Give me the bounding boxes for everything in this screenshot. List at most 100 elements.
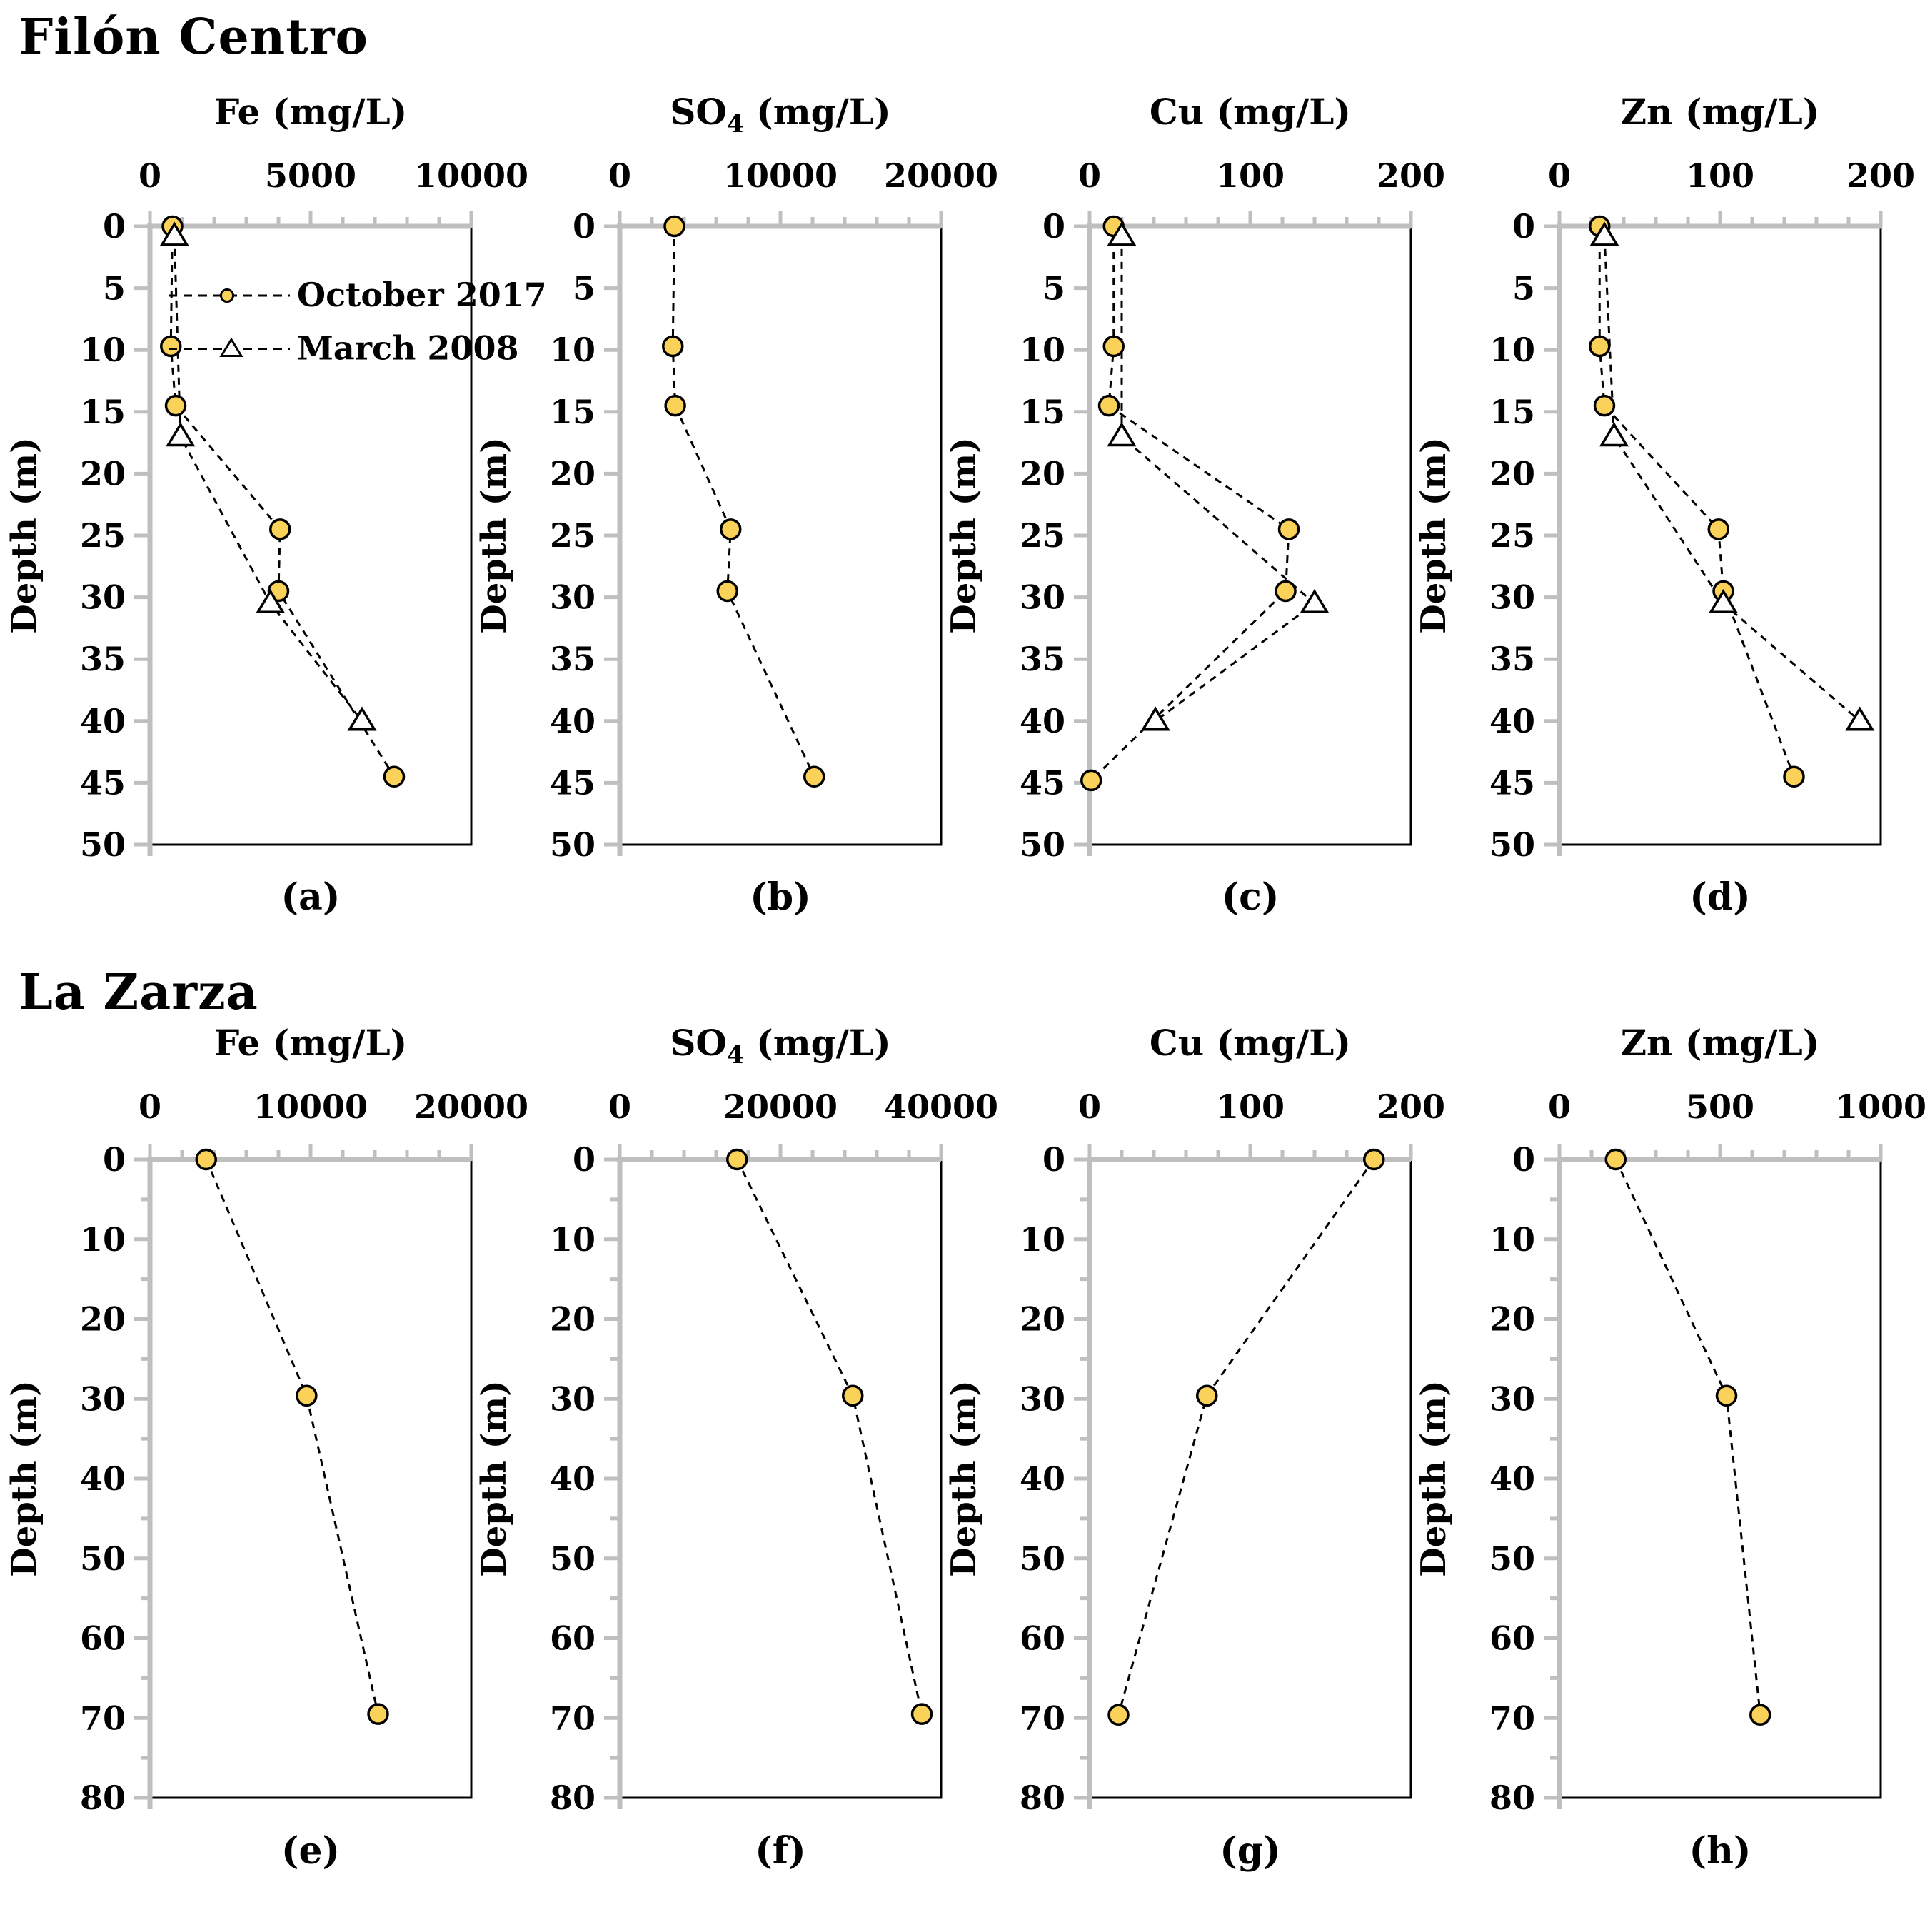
x-axis-title: Cu (mg/L) [1150,1022,1351,1064]
y-axis-title: Depth (m) [944,437,984,634]
y-tick-label: 80 [550,1778,595,1817]
section-title-la-zarza: La Zarza [19,964,258,1021]
y-tick-label: 50 [1020,825,1065,864]
x-tick-label: 40000 [884,1087,998,1126]
y-tick-label: 0 [1512,207,1535,246]
y-tick-label: 10 [80,1220,126,1259]
y-tick-label: 10 [550,1220,595,1259]
y-tick-label: 40 [1020,1459,1065,1498]
caption: (h) [1689,1829,1751,1873]
y-axis-title: Depth (m) [944,1380,984,1577]
y-tick-label: 5 [103,269,126,308]
caption: (f) [755,1829,806,1873]
data-point-circle [1277,518,1300,540]
x-axis-title: Zn (mg/L) [1621,91,1820,133]
y-axis: 0 10 20 30 40 50 60 70 80 [1020,1140,1092,1817]
chart-b: 0 10000 20000 0 5 10 15 20 25 30 35 40 45 50 SO4 (mg/L… [474,91,998,919]
y-tick-label: 25 [1489,516,1535,555]
y-tick-label: 15 [550,393,595,431]
y-tick-label: 30 [80,578,126,617]
x-axis: 0 500 1000 [1548,1087,1925,1162]
y-axis-title: Depth (m) [4,437,44,634]
chart-g: 0 100 200 0 10 20 30 40 50 60 70 80 Cu (mg/L) (g) Dept… [944,1022,1445,1873]
x-tick-label: 0 [139,156,161,195]
data-point-circle [803,765,825,788]
x-tick-label: 100 [1216,156,1285,195]
y-tick-label: 0 [573,1140,595,1179]
series-october-2017 [1614,1159,1761,1715]
data-point-circle [1707,518,1729,540]
x-tick-label: 5000 [265,156,356,195]
plot-border [1090,226,1412,846]
y-tick-label: 70 [550,1699,595,1737]
data-point-triangle [1708,588,1739,614]
legend-circle-marker [220,288,234,303]
series-markers-october-2017 [160,215,406,788]
y-tick-label: 45 [1489,763,1535,802]
x-tick-label: 200 [1377,156,1445,195]
y-tick-label: 10 [1020,1220,1065,1259]
y-tick-label: 10 [1489,331,1535,369]
data-point-circle [842,1384,864,1407]
series-markers-march-2008 [1107,221,1330,731]
x-axis-title: Fe (mg/L) [214,1022,408,1064]
y-tick-label: 5 [1042,269,1065,308]
chart-a: 0 5000 10000 0 5 10 15 20 25 30 35 40 45 50 Fe (mg/L) (… [4,91,547,919]
x-tick-label: 0 [139,1087,161,1126]
y-tick-label: 70 [80,1699,126,1737]
y-tick-label: 60 [80,1619,126,1658]
plot-border [620,226,943,846]
x-axis: 0 10000 20000 [608,156,998,229]
caption: (d) [1689,875,1751,919]
series-october-2017 [1090,226,1290,782]
y-tick-label: 45 [80,763,126,802]
series-march-2008 [173,236,363,722]
data-point-circle [164,394,187,417]
series-line [1598,226,1795,778]
y-tick-label: 40 [550,1459,595,1498]
legend: October 2017 March 2008 [169,276,547,367]
y-tick-label: 50 [550,825,595,864]
x-tick-label: 0 [608,156,631,195]
y-tick-label: 40 [1489,1459,1535,1498]
series-october-2017 [671,226,815,778]
series-line [1117,1159,1375,1716]
series-markers-march-2008 [1589,221,1875,731]
x-tick-label: 1000 [1835,1087,1925,1126]
y-tick-label: 35 [550,640,595,678]
caption: (b) [750,875,811,919]
series-markers-october-2017 [195,1148,389,1725]
plot-border [1090,1159,1412,1799]
y-tick-label: 20 [550,1300,595,1339]
series-line [169,226,396,778]
series-markers-october-2017 [662,215,825,788]
data-point-triangle [1140,706,1170,731]
y-tick-label: 15 [80,393,126,431]
series-line [1603,236,1861,722]
x-tick-label: 10000 [253,1087,368,1126]
x-axis-title: Zn (mg/L) [1621,1022,1820,1064]
y-tick-label: 80 [1020,1778,1065,1817]
plot-border [150,226,473,846]
series-october-2017 [1117,1159,1375,1716]
plot-border [620,1159,943,1799]
y-tick-label: 20 [1489,454,1535,493]
y-tick-label: 40 [80,702,126,740]
y-tick-label: 60 [1020,1619,1065,1658]
data-point-circle [1275,580,1297,603]
data-point-circle [1080,769,1102,792]
y-axis: 0 10 20 30 40 50 60 70 80 [550,1140,623,1817]
y-tick-label: 80 [80,1778,126,1817]
y-axis-title: Depth (m) [1414,437,1454,634]
y-tick-label: 70 [1489,1699,1535,1737]
y-tick-label: 30 [1489,1379,1535,1418]
x-axis: 0 100 200 [1078,1087,1445,1162]
x-axis: 0 100 200 [1078,156,1445,229]
data-point-circle [160,335,182,358]
data-point-circle [1783,765,1805,788]
y-tick-label: 20 [80,454,126,493]
data-point-circle [296,1384,318,1407]
data-point-circle [663,215,685,238]
